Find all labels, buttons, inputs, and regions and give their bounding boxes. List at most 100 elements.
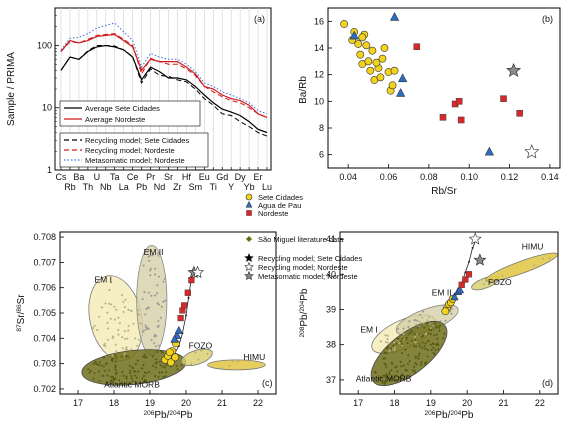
literature-point: [156, 301, 159, 305]
literature-point: [382, 357, 385, 360]
legend-marker: [244, 261, 254, 272]
literature-point: [439, 319, 442, 323]
literature-point: [143, 355, 146, 359]
literature-point: [433, 322, 437, 325]
literature-point: [98, 379, 101, 383]
literature-point: [156, 350, 159, 354]
y-tick-label: 10: [314, 96, 324, 106]
literature-point: [89, 369, 93, 373]
literature-point: [418, 345, 422, 348]
literature-point: [123, 337, 127, 341]
literature-point: [111, 335, 115, 338]
literature-point: [128, 381, 132, 385]
literature-point: [429, 332, 433, 336]
legend-label: Recycling model; Sete Cidades: [85, 136, 189, 145]
literature-point: [401, 337, 405, 341]
literature-point: [145, 328, 148, 331]
literature-point: [128, 369, 132, 372]
literature-point: [432, 351, 435, 355]
literature-point: [449, 312, 453, 315]
series-line: [60, 45, 268, 137]
literature-point: [407, 320, 411, 323]
panel-d: (d) 208Pb/204Pb 206Pb/204Pb 17 18 19 20 21 22…: [299, 231, 559, 421]
literature-point: [159, 316, 163, 320]
literature-point: [157, 344, 161, 347]
literature-point: [126, 337, 129, 340]
literature-point: [400, 351, 404, 355]
literature-point: [162, 280, 165, 283]
literature-point: [384, 376, 388, 379]
field-label: EM I: [360, 324, 377, 334]
literature-point: [155, 361, 159, 364]
panel-c-ylabel: 87Sr/86Sr: [16, 294, 28, 332]
x-tick-label: 21: [217, 398, 227, 408]
literature-point: [130, 348, 133, 351]
literature-point: [424, 360, 428, 364]
literature-point: [141, 297, 144, 301]
literature-point: [396, 337, 399, 341]
literature-point: [400, 373, 404, 376]
literature-point: [404, 348, 407, 351]
literature-point: [159, 364, 162, 367]
x-tick-label: 21: [498, 398, 508, 408]
literature-point: [396, 327, 400, 331]
literature-point: [143, 290, 146, 294]
literature-point: [97, 370, 101, 373]
literature-point: [384, 365, 388, 369]
literature-point: [145, 356, 149, 359]
literature-point: [431, 324, 435, 327]
legend-label: Recycling model; Sete Cidades: [258, 254, 362, 263]
literature-point: [384, 333, 387, 337]
literature-point: [415, 363, 418, 366]
literature-point: [432, 346, 435, 350]
literature-point: [126, 355, 130, 358]
literature-point: [132, 322, 135, 326]
literature-point: [435, 337, 439, 341]
y-tick-label: 0.707: [33, 257, 56, 267]
literature-point: [102, 356, 106, 360]
literature-point: [123, 352, 127, 355]
literature-point: [154, 366, 158, 369]
literature-point: [159, 350, 163, 353]
literature-point: [153, 273, 157, 276]
literature-point: [383, 374, 387, 377]
literature-point: [429, 326, 433, 330]
y-tick-label: 41: [326, 234, 336, 244]
field-label: HIMU: [522, 242, 544, 252]
literature-point: [142, 363, 145, 367]
legend-marker: [246, 210, 252, 216]
literature-point: [147, 370, 151, 374]
literature-point: [164, 370, 168, 374]
literature-point: [416, 333, 419, 336]
literature-point: [422, 326, 426, 329]
literature-point: [107, 368, 111, 372]
literature-point: [143, 353, 146, 357]
element-label: Nd: [154, 182, 166, 192]
literature-point: [417, 332, 421, 336]
data-point: [372, 58, 381, 67]
literature-point: [384, 380, 388, 383]
data-point: [188, 277, 195, 284]
literature-point: [425, 322, 429, 326]
element-label: Sm: [189, 182, 203, 192]
data-point: [184, 289, 191, 296]
literature-point: [121, 300, 125, 304]
element-label: Dy: [235, 172, 246, 182]
element-label: La: [119, 182, 129, 192]
data-point: [450, 292, 459, 301]
literature-point: [415, 319, 419, 322]
literature-point: [125, 375, 128, 378]
literature-point: [193, 350, 196, 353]
literature-point: [154, 345, 158, 348]
data-point: [358, 33, 367, 42]
literature-point: [410, 329, 414, 333]
literature-point: [137, 321, 140, 325]
literature-point: [162, 375, 165, 379]
literature-point: [390, 362, 394, 366]
y-tick-label: 38: [326, 340, 336, 350]
literature-point: [118, 321, 122, 325]
literature-point: [406, 341, 409, 345]
mixing-node: [464, 271, 467, 274]
data-point: [191, 265, 204, 279]
literature-point: [137, 338, 141, 342]
